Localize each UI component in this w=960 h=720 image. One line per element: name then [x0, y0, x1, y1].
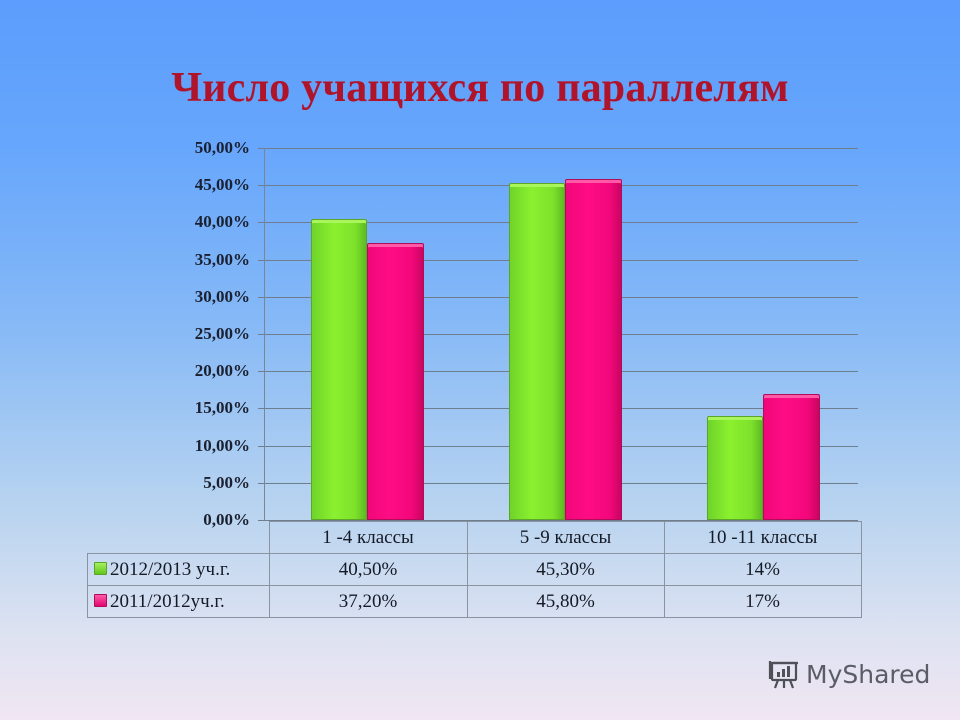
y-axis-line [264, 148, 265, 520]
table-cell: 17% [663, 585, 862, 618]
bar-green-1 [310, 218, 367, 520]
legend-label: 2011/2012уч.г. [110, 590, 225, 612]
y-tick-label: 40,00% [194, 212, 250, 232]
legend-entry-2012-2013: 2012/2013 уч.г. [87, 553, 270, 586]
table-row: 2011/2012уч.г. 37,20% 45,80% 17% [87, 585, 862, 618]
y-tick-mark [258, 259, 264, 261]
y-tick-label: 10,00% [194, 435, 250, 455]
chart-title: Число учащихся по параллелям [171, 65, 789, 111]
bar-pink-2 [565, 179, 622, 520]
y-tick-mark [258, 408, 264, 410]
presentation-board-icon [768, 661, 798, 689]
gridline [264, 520, 858, 521]
table-header-cell: 5 -9 классы [466, 521, 665, 554]
table-header-row: 1 -4 классы 5 -9 классы 10 -11 классы [87, 521, 862, 554]
y-tick-mark [258, 296, 264, 298]
y-tick-label: 50,00% [194, 138, 250, 157]
table-cell: 45,80% [466, 585, 665, 618]
plot-area [258, 148, 858, 521]
y-tick-mark [258, 371, 264, 373]
table-cell: 37,20% [268, 585, 468, 618]
y-tick-label: 15,00% [194, 398, 250, 418]
y-tick-label: 35,00% [194, 249, 250, 269]
table-row: 2012/2013 уч.г. 40,50% 45,30% 14% [87, 553, 862, 586]
y-tick-label: 20,00% [194, 361, 250, 381]
pink-legend-swatch-icon [94, 593, 107, 607]
y-tick-mark [258, 148, 264, 149]
legend-entry-2011-2012: 2011/2012уч.г. [87, 585, 270, 618]
bar-pink-3 [763, 393, 820, 520]
y-tick-mark [258, 482, 264, 484]
y-tick-mark [258, 222, 264, 224]
y-tick-mark [258, 334, 264, 335]
table-cell: 45,30% [466, 553, 665, 586]
table-cell: 14% [663, 553, 862, 586]
y-tick-mark [258, 445, 264, 447]
y-tick-mark [258, 185, 264, 187]
watermark-text: MyShared [806, 659, 931, 689]
watermark: MyShared [766, 656, 930, 692]
y-tick-mark [258, 520, 264, 521]
table-cell: 40,50% [268, 553, 468, 586]
data-table: 1 -4 классы 5 -9 классы 10 -11 классы 20… [87, 521, 862, 618]
y-tick-label: 25,00% [194, 324, 250, 343]
table-corner [87, 521, 270, 554]
bar-green-3 [706, 415, 763, 520]
bar-pink-1 [367, 243, 424, 520]
bar-green-2 [508, 182, 565, 520]
y-tick-label: 30,00% [194, 286, 250, 306]
table-header-cell: 10 -11 классы [663, 521, 862, 554]
y-tick-label: 5,00% [203, 472, 250, 492]
y-tick-label: 45,00% [194, 175, 250, 195]
legend-label: 2012/2013 уч.г. [110, 558, 231, 580]
gridline [264, 148, 858, 149]
green-legend-swatch-icon [94, 561, 107, 575]
table-header-cell: 1 -4 классы [268, 521, 468, 554]
